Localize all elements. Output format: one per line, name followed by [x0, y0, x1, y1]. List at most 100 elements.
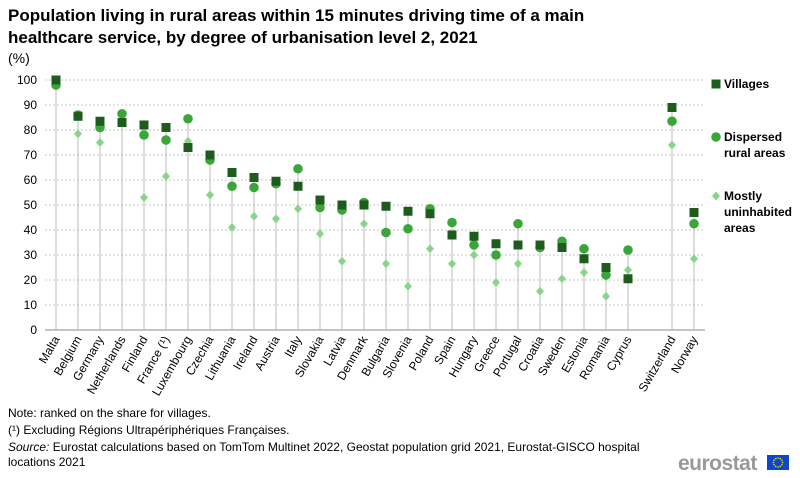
- data-point: [183, 113, 193, 124]
- data-point: [73, 111, 83, 121]
- y-tick-label: 80: [24, 123, 38, 137]
- data-point: [579, 243, 589, 254]
- data-point: [447, 230, 457, 240]
- x-axis-ticks: MaltaBelgiumGermanyNetherlandsFinlandFra…: [36, 333, 701, 399]
- data-point: [492, 278, 500, 287]
- flag-star: [781, 459, 783, 462]
- y-tick-label: 20: [24, 273, 38, 287]
- data-point: [227, 168, 237, 177]
- data-point: [514, 259, 522, 269]
- data-point: [227, 181, 237, 192]
- data-point: [513, 218, 523, 229]
- legend-label: Dispersed: [724, 130, 782, 144]
- flag-star: [781, 461, 784, 464]
- data-point: [579, 254, 589, 264]
- data-point: [491, 250, 501, 260]
- data-point: [469, 240, 479, 250]
- data-point: [448, 259, 456, 269]
- y-tick-label: 100: [17, 73, 37, 87]
- data-point: [381, 227, 391, 238]
- y-tick-label: 10: [24, 298, 38, 312]
- data-point: [293, 181, 303, 191]
- data-point: [271, 176, 281, 186]
- data-point: [602, 291, 610, 301]
- legend-marker: [712, 191, 720, 201]
- data-point: [315, 195, 325, 205]
- data-point: [403, 206, 413, 216]
- legend-label: rural areas: [724, 146, 786, 160]
- data-point: [535, 240, 545, 250]
- data-point: [623, 274, 633, 284]
- data-point: [558, 274, 566, 284]
- data-point: [162, 171, 170, 181]
- flag-star: [777, 466, 779, 468]
- y-axis-ticks: 0 10 20 30 40 50 60 70 80 90 100: [17, 73, 37, 337]
- data-point: [293, 163, 303, 174]
- legend-marker: [711, 132, 721, 142]
- markers: [51, 75, 699, 301]
- data-point: [316, 229, 324, 239]
- y-tick-label: 50: [24, 198, 38, 212]
- flag-star: [772, 461, 775, 464]
- chart-title: Population living in rural areas within …: [8, 6, 585, 47]
- data-point: [294, 204, 302, 214]
- data-point: [689, 218, 699, 229]
- data-point: [601, 263, 611, 272]
- unit-label: (%): [8, 50, 30, 66]
- legend: Villages Dispersed rural areas Mostly uninha…: [711, 77, 792, 235]
- data-point: [404, 281, 412, 291]
- flag-star: [777, 457, 779, 459]
- data-point: [206, 190, 214, 200]
- data-point: [96, 138, 104, 147]
- flag-star: [774, 465, 777, 468]
- data-point: [601, 270, 611, 280]
- y-tick-label: 90: [24, 98, 38, 112]
- flag-star: [781, 463, 783, 466]
- data-point: [469, 231, 479, 241]
- data-point: [624, 265, 632, 275]
- flag-star: [779, 465, 782, 468]
- legend-label: Mostly: [724, 189, 762, 203]
- data-point: [315, 202, 325, 213]
- y-tick-label: 70: [24, 148, 38, 162]
- data-point: [536, 286, 544, 296]
- data-point: [139, 120, 149, 130]
- data-point: [689, 208, 699, 217]
- y-tick-label: 0: [30, 323, 37, 337]
- data-point: [74, 129, 82, 139]
- data-point: [403, 223, 413, 234]
- data-point: [161, 123, 171, 132]
- eu-flag-stars: [772, 457, 784, 468]
- data-point: [491, 239, 501, 249]
- data-point: [249, 182, 259, 193]
- data-point: [557, 243, 567, 252]
- data-point: [360, 219, 368, 229]
- data-point: [338, 256, 346, 266]
- data-point: [117, 108, 127, 119]
- flag-star: [773, 459, 775, 462]
- data-point: [668, 140, 676, 150]
- data-point: [359, 200, 369, 210]
- legend-label: areas: [724, 221, 756, 235]
- data-point: [95, 116, 105, 126]
- data-point: [161, 135, 171, 145]
- footnote: (¹) Excluding Régions Ultrapériphériques…: [8, 423, 290, 437]
- notes: Note: ranked on the share for villages. …: [8, 406, 648, 472]
- flag-star: [773, 463, 775, 466]
- legend-label: uninhabited: [724, 205, 792, 219]
- data-point: [117, 118, 127, 127]
- source-note: Source: Eurostat calculations based on T…: [8, 440, 648, 470]
- data-point: [51, 75, 61, 85]
- y-tick-label: 30: [24, 248, 38, 262]
- data-point: [272, 214, 280, 224]
- data-point: [623, 245, 633, 255]
- data-point: [447, 217, 457, 228]
- flag-star: [774, 457, 777, 460]
- data-point: [337, 200, 347, 210]
- data-point: [250, 211, 258, 221]
- data-point: [425, 209, 435, 219]
- data-point: [690, 254, 698, 264]
- data-point: [382, 259, 390, 269]
- data-point: [667, 103, 677, 112]
